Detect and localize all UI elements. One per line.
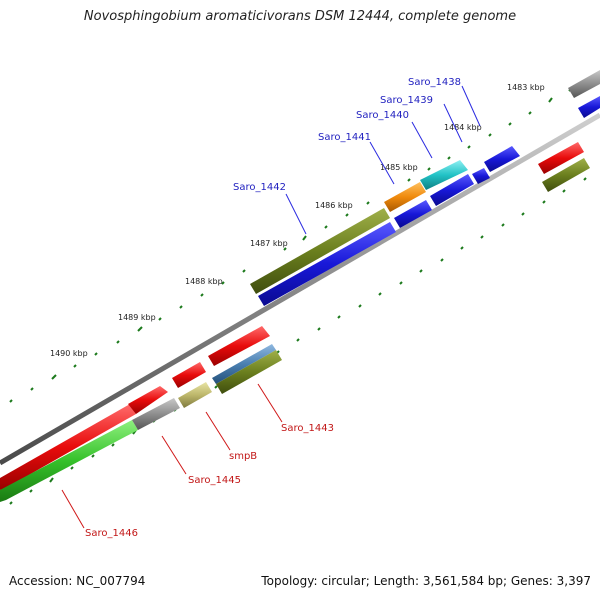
forward-gene-labels: Saro_1438 Saro_1439 Saro_1440 Saro_1441 … — [233, 77, 481, 235]
tick-mark — [91, 454, 95, 458]
tick-mark — [283, 247, 287, 251]
gene-orange[interactable] — [384, 182, 426, 212]
tick-mark — [116, 340, 120, 344]
gene-blue-2[interactable] — [394, 200, 432, 228]
tick-mark — [49, 477, 54, 483]
tick-mark — [337, 315, 341, 319]
tick-mark — [447, 156, 451, 160]
accession-text: Accession: NC_007794 — [9, 574, 146, 588]
genome-backbone — [0, 112, 600, 466]
tick-mark — [480, 235, 484, 239]
gene-olive-long[interactable] — [250, 208, 390, 294]
tick-mark — [358, 304, 362, 308]
gene-label-saro-1443: Saro_1443 — [281, 423, 334, 434]
tick-mark — [399, 281, 403, 285]
tick-mark — [521, 212, 525, 216]
kbp-label: 1484 kbp — [444, 123, 482, 132]
tick-mark — [501, 223, 505, 227]
gene-blue-3[interactable] — [430, 174, 474, 206]
tick-mark — [467, 145, 471, 149]
gene-blue-4[interactable] — [472, 168, 490, 184]
tick-mark — [378, 292, 382, 296]
tick-mark — [419, 269, 423, 273]
reverse-gene-labels: Saro_1443 smpB Saro_1445 Saro_1446 — [61, 383, 334, 539]
tick-mark — [324, 225, 328, 229]
tick-mark — [548, 97, 553, 103]
tick-mark — [73, 364, 77, 368]
tick-mark — [440, 258, 444, 262]
tick-mark — [427, 167, 431, 171]
gene-olive-lower[interactable] — [216, 350, 282, 394]
tick-mark — [29, 489, 33, 493]
tick-mark — [407, 178, 411, 182]
kbp-label: 1485 kbp — [380, 163, 418, 172]
gene-green-long[interactable] — [0, 420, 138, 502]
reverse-genes — [0, 344, 282, 502]
kbp-label: 1490 kbp — [50, 349, 88, 358]
tick-mark — [302, 235, 307, 241]
tick-mark — [583, 177, 587, 181]
kbp-label: 1489 kbp — [118, 313, 156, 322]
gene-arrow-red-2[interactable] — [172, 362, 206, 388]
tick-track-lower — [9, 177, 587, 505]
gene-arrow-red-1[interactable] — [128, 386, 168, 414]
gene-gray-top[interactable] — [568, 70, 600, 98]
gene-label-saro-1440: Saro_1440 — [356, 110, 409, 121]
gene-saro-1446[interactable] — [0, 404, 136, 490]
kbp-label: 1488 kbp — [185, 277, 223, 286]
gene-label-saro-1441: Saro_1441 — [318, 132, 371, 143]
kbp-label: 1483 kbp — [507, 83, 545, 92]
tick-mark — [51, 374, 57, 380]
tick-track-upper — [9, 77, 592, 403]
gene-gray-small[interactable] — [132, 398, 180, 430]
forward-genes — [0, 70, 600, 490]
tick-mark — [30, 387, 34, 391]
gene-cyan[interactable] — [420, 160, 468, 190]
tick-mark — [137, 326, 143, 332]
tick-mark — [111, 443, 115, 447]
tick-mark — [179, 305, 183, 309]
tick-mark — [94, 352, 98, 356]
tick-mark — [460, 246, 464, 250]
genome-summary-text: Topology: circular; Length: 3,561,584 bp… — [261, 574, 591, 588]
kbp-label: 1487 kbp — [250, 239, 288, 248]
tick-mark — [317, 327, 321, 331]
tick-mark — [296, 338, 300, 342]
tick-mark — [366, 201, 370, 205]
gene-smpb[interactable] — [178, 382, 212, 408]
tick-mark — [158, 317, 162, 321]
tick-mark — [9, 501, 13, 505]
tick-mark — [488, 133, 492, 137]
tick-mark — [221, 281, 225, 285]
gene-label-saro-1445: Saro_1445 — [188, 475, 241, 486]
tick-mark — [242, 269, 246, 273]
kbp-label: 1486 kbp — [315, 201, 353, 210]
tick-mark — [508, 122, 512, 126]
gene-label-saro-1439: Saro_1439 — [380, 95, 433, 106]
tick-mark — [562, 189, 566, 193]
tick-mark — [542, 200, 546, 204]
tick-mark — [345, 213, 349, 217]
gene-label-saro-1442: Saro_1442 — [233, 182, 286, 193]
gene-olive-right[interactable] — [542, 158, 590, 192]
gene-blue-5[interactable] — [484, 146, 520, 172]
gene-label-saro-1446: Saro_1446 — [85, 528, 138, 539]
tick-mark — [9, 399, 13, 403]
tick-mark — [528, 111, 532, 115]
gene-label-saro-1438: Saro_1438 — [408, 77, 461, 88]
gene-steel[interactable] — [212, 344, 276, 384]
gene-saro-1443-top[interactable] — [208, 326, 270, 366]
kbp-labels: 1483 kbp 1484 kbp 1485 kbp 1486 kbp 1487… — [50, 83, 545, 358]
gene-blue-long[interactable] — [258, 222, 396, 306]
tick-mark — [214, 385, 218, 389]
tick-mark — [200, 293, 204, 297]
gene-red-right[interactable] — [538, 142, 584, 174]
tick-mark — [70, 466, 74, 470]
map-title: Novosphingobium aromaticivorans DSM 1244… — [83, 9, 517, 24]
gene-blue-6[interactable] — [578, 96, 600, 118]
gene-label-smpb: smpB — [229, 451, 257, 462]
